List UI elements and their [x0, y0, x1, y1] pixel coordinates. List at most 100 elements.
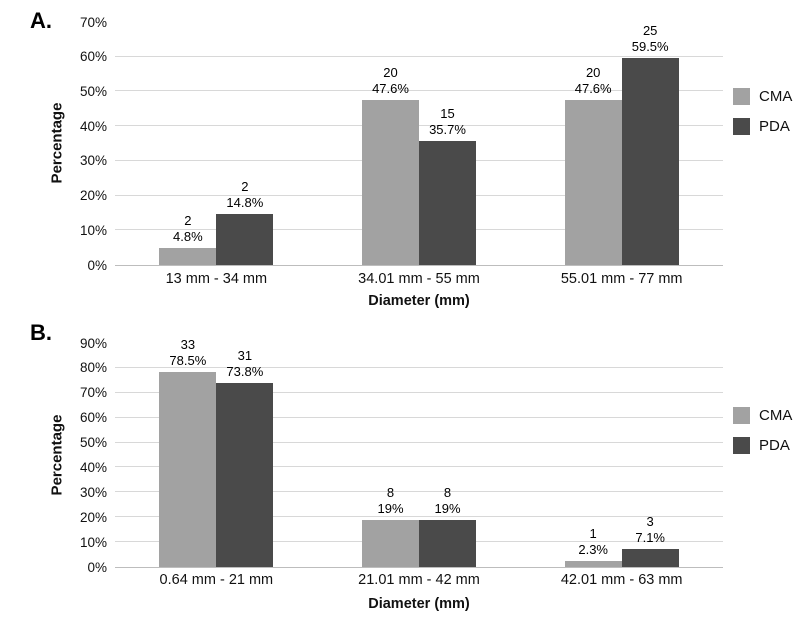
x-category-labels: 0.64 mm - 21 mm 21.01 mm - 42 mm 42.01 mm … — [115, 572, 723, 588]
y-tick-label: 40% — [79, 118, 107, 134]
legend-label: CMA — [759, 407, 793, 424]
bar-column-pda: 8 19% — [419, 343, 476, 567]
bar-percent: 14.8% — [226, 194, 264, 210]
bar-count: 33 — [180, 336, 196, 352]
legend: CMA PDA — [733, 88, 792, 135]
bar-value-label: 25 59.5% — [632, 23, 669, 55]
bar-pda — [621, 58, 679, 265]
bar-percent: 73.8% — [226, 364, 264, 380]
bar-count: 15 — [440, 106, 455, 122]
y-tick-label: 50% — [79, 434, 107, 450]
y-tick-label: 90% — [79, 335, 107, 351]
gridline — [115, 491, 723, 493]
bar-group: 8 19% 8 19% — [318, 343, 521, 567]
bar-value-label: 2 14.8% — [226, 179, 263, 211]
legend-swatch-cma — [733, 407, 750, 424]
y-axis-tick-labels: 0% 10% 20% 30% 40% 50% 60% 70% — [40, 15, 107, 271]
bar-cma — [159, 248, 217, 265]
y-tick-label: 30% — [79, 484, 107, 500]
bar-value-label: 33 78.5% — [169, 337, 206, 369]
y-tick-label: 80% — [79, 360, 107, 376]
bar-column-cma: 1 2.3% — [564, 343, 622, 567]
gridline — [115, 441, 723, 443]
bar-percent: 7.1% — [635, 530, 665, 546]
bar-cma — [362, 519, 419, 567]
bar-percent: 2.3% — [578, 542, 608, 558]
x-category-label: 13 mm - 34 mm — [165, 271, 268, 287]
plot-area: 33 78.5% 31 73.8% 8 19% 8 19% 1 2.3% 3 7.1% — [115, 337, 723, 568]
bar-column-cma: 33 78.5% — [159, 337, 217, 567]
bar-value-label: 15 35.7% — [429, 106, 466, 138]
bar-column-pda: 2 14.8% — [216, 22, 274, 265]
gridline — [115, 90, 723, 92]
y-axis-tick-labels: 0% 10% 20% 30% 40% 50% 60% 70% 80% 90% — [40, 336, 107, 573]
gridline — [115, 55, 723, 57]
gridline — [115, 466, 723, 468]
x-category-label: 34.01 mm - 55 mm — [358, 271, 480, 287]
plot-area: 2 4.8% 2 14.8% 20 47.6% 15 35.7% 20 47.6% 25 59.5% — [115, 22, 723, 266]
y-tick-label: 60% — [79, 409, 107, 425]
bar-group: 20 47.6% 15 35.7% — [318, 22, 521, 265]
gridline — [115, 416, 723, 418]
x-category-label: 42.01 mm - 63 mm — [560, 572, 683, 588]
x-axis-title: Diameter (mm) — [368, 293, 470, 309]
bar-column-cma: 8 19% — [362, 343, 419, 567]
bar-column-pda: 3 7.1% — [621, 343, 679, 567]
bar-count: 2 — [241, 178, 249, 194]
y-tick-label: 70% — [79, 385, 107, 401]
bar-count: 1 — [589, 526, 597, 542]
bar-cma — [159, 371, 217, 567]
bar-value-label: 3 7.1% — [635, 514, 665, 546]
bar-percent: 4.8% — [173, 229, 203, 245]
bar-count: 20 — [383, 64, 398, 80]
gridline — [115, 125, 723, 127]
bar-value-label: 8 19% — [434, 485, 460, 517]
x-axis-title: Diameter (mm) — [368, 596, 470, 612]
y-tick-label: 60% — [79, 48, 107, 64]
bar-pda — [216, 383, 274, 567]
y-tick-label: 40% — [79, 459, 107, 475]
bar-percent: 78.5% — [169, 352, 207, 368]
bar-percent: 35.7% — [429, 122, 466, 138]
y-tick-label: 0% — [87, 559, 107, 575]
legend-swatch-cma — [733, 88, 750, 105]
gridline — [115, 366, 723, 368]
bar-cma — [362, 99, 419, 265]
bar-percent: 59.5% — [631, 39, 669, 55]
y-tick-label: 10% — [79, 222, 107, 238]
bar-value-label: 8 19% — [377, 485, 403, 517]
y-tick-label: 20% — [79, 187, 107, 203]
bar-percent: 47.6% — [372, 80, 409, 96]
bar-pda — [621, 549, 679, 567]
bar-cma — [564, 99, 622, 265]
panel-label-a: A. — [30, 8, 52, 33]
bar-value-label: 20 47.6% — [372, 65, 409, 97]
bar-value-label: 20 47.6% — [575, 65, 612, 97]
y-tick-label: 70% — [79, 14, 107, 30]
bar-groups: 33 78.5% 31 73.8% 8 19% 8 19% 1 2.3% 3 7.1% — [115, 337, 723, 567]
x-category-label: 21.01 mm - 42 mm — [358, 572, 480, 588]
bar-count: 25 — [642, 23, 658, 39]
y-tick-label: 50% — [79, 83, 107, 99]
bar-group: 1 2.3% 3 7.1% — [520, 343, 723, 567]
chart-panel-b: B. Percentage 0% 10% 20% 30% 40% 50% 60% 70% 80%… — [0, 308, 800, 617]
x-category-label: 0.64 mm - 21 mm — [159, 572, 274, 588]
gridline — [115, 391, 723, 393]
panel-label-b: B. — [30, 320, 52, 345]
bar-count: 8 — [443, 484, 452, 500]
legend-item-pda: PDA — [733, 437, 792, 454]
bar-group: 20 47.6% 25 59.5% — [520, 22, 723, 265]
bar-column-cma: 20 47.6% — [564, 22, 622, 265]
bar-column-pda: 15 35.7% — [419, 22, 476, 265]
x-category-labels: 13 mm - 34 mm 34.01 mm - 55 mm 55.01 mm - … — [115, 271, 723, 287]
bar-percent: 19% — [377, 500, 404, 516]
bar-group: 2 4.8% 2 14.8% — [115, 22, 318, 265]
legend: CMA PDA — [733, 407, 792, 454]
bar-percent: 47.6% — [574, 80, 612, 96]
bar-count: 3 — [646, 514, 654, 530]
legend-swatch-pda — [733, 437, 750, 454]
legend-item-cma: CMA — [733, 407, 792, 424]
gridline — [115, 516, 723, 518]
